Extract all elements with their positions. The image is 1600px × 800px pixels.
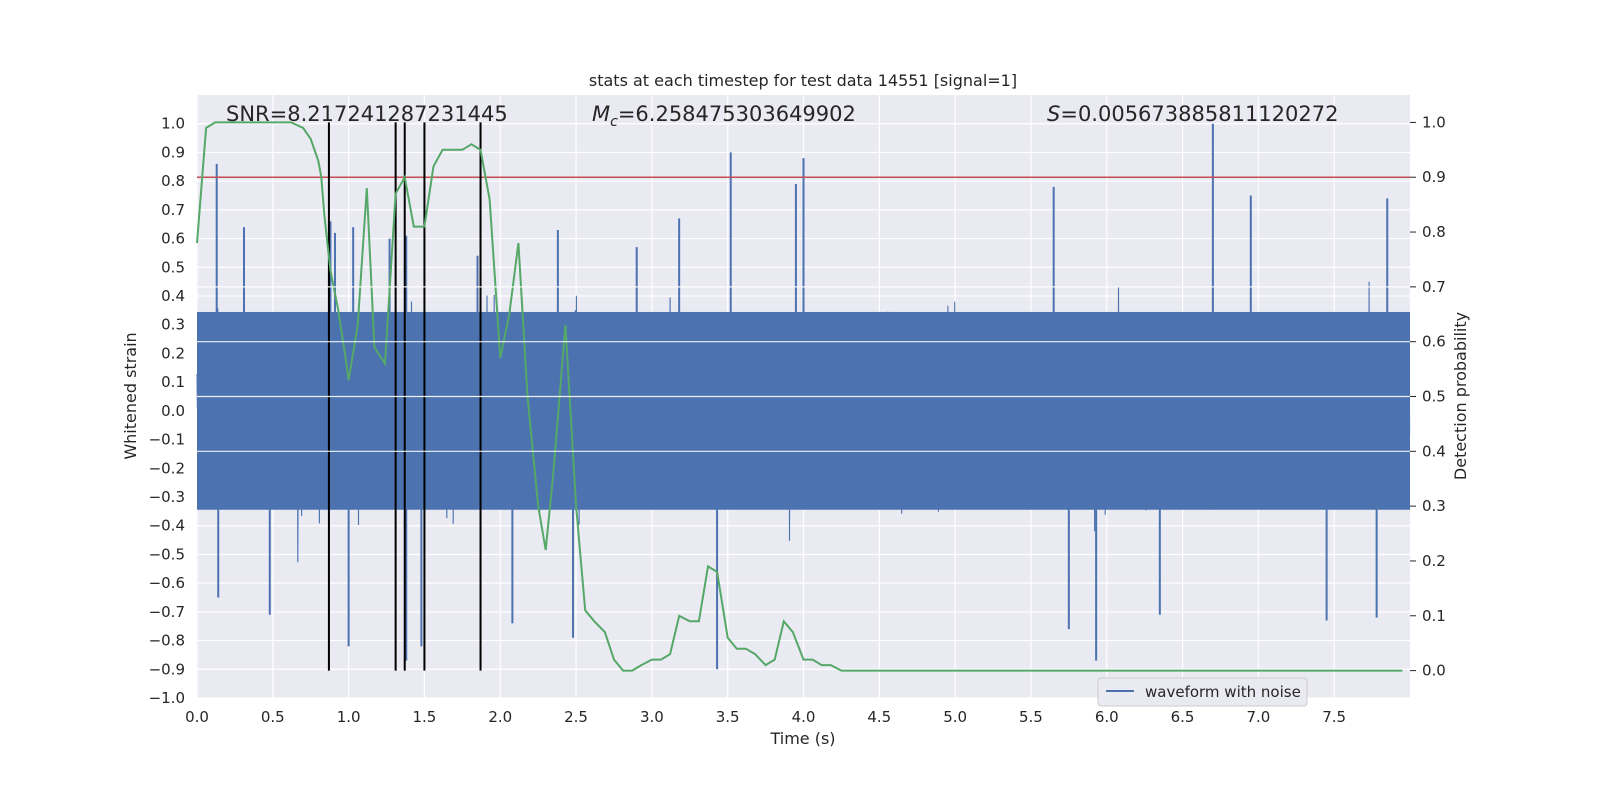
x-tick-label: 6.0 <box>1095 708 1119 726</box>
left-y-tick-label: 0.1 <box>161 373 185 391</box>
left-y-tick-label: 0.9 <box>161 143 185 161</box>
s-annotation: S=0.005673885811120272 <box>1047 102 1338 126</box>
right-y-tick-label: 0.0 <box>1422 662 1446 680</box>
right-y-tick-label: 0.5 <box>1422 388 1446 406</box>
left-y-tick-label: 0.0 <box>161 402 185 420</box>
left-y-tick-label: −0.4 <box>149 517 185 535</box>
right-y-tick-label: 0.6 <box>1422 333 1446 351</box>
left-y-tick-label: 1.0 <box>161 115 185 133</box>
chirp-mass-symbol: M <box>592 102 610 126</box>
x-tick-label: 5.5 <box>1019 708 1043 726</box>
x-tick-label: 2.0 <box>488 708 512 726</box>
right-y-tick-label: 0.3 <box>1422 497 1446 515</box>
x-tick-label: 2.5 <box>564 708 588 726</box>
left-y-tick-label: −0.1 <box>149 431 185 449</box>
x-tick-label: 4.0 <box>792 708 816 726</box>
chirp-mass-subscript: c <box>610 114 618 130</box>
ticks: 0.0 0.5 1.0 1.5 2.0 2.5 3.0 3.5 4.0 4.5 5.0 5.5 6.0 6… <box>149 113 1446 726</box>
left-y-tick-label: −0.8 <box>149 632 185 650</box>
right-y-tick-label: 0.2 <box>1422 552 1446 570</box>
x-tick-label: 6.5 <box>1171 708 1195 726</box>
left-y-tick-label: −1.0 <box>149 689 185 707</box>
x-tick-label: 1.5 <box>413 708 437 726</box>
right-y-tick-label: 1.0 <box>1422 113 1446 131</box>
left-y-tick-label: 0.5 <box>161 258 185 276</box>
x-axis-label: Time (s) <box>769 729 835 748</box>
x-tick-label: 3.5 <box>716 708 740 726</box>
x-tick-label: 1.0 <box>337 708 361 726</box>
chirp-mass-annotation: Mc=6.258475303649902 <box>592 102 856 130</box>
x-tick-label: 0.5 <box>261 708 285 726</box>
left-y-tick-label: 0.8 <box>161 172 185 190</box>
right-y-tick-label: 0.7 <box>1422 278 1446 296</box>
legend: waveform with noise <box>1097 677 1308 707</box>
left-y-tick-label: −0.9 <box>149 660 185 678</box>
left-y-tick-label: −0.3 <box>149 488 185 506</box>
right-y-tick-label: 0.8 <box>1422 223 1446 241</box>
left-y-tick-label: −0.7 <box>149 603 185 621</box>
x-tick-label: 7.5 <box>1322 708 1346 726</box>
legend-box <box>1097 677 1308 707</box>
s-value: =0.005673885811120272 <box>1060 102 1338 126</box>
x-tick-label: 5.0 <box>943 708 967 726</box>
x-tick-label: 3.0 <box>640 708 664 726</box>
chirp-mass-value: =6.258475303649902 <box>618 102 856 126</box>
right-y-tick-label: 0.1 <box>1422 607 1446 625</box>
left-y-tick-label: −0.6 <box>149 574 185 592</box>
waveform-series <box>196 123 1411 670</box>
x-tick-label: 4.5 <box>867 708 891 726</box>
left-y-tick-label: 0.6 <box>161 230 185 248</box>
left-y-tick-label: 0.4 <box>161 287 185 305</box>
right-y-axis-label: Detection probability <box>1451 312 1470 480</box>
right-y-tick-label: 0.9 <box>1422 168 1446 186</box>
x-tick-label: 7.0 <box>1246 708 1270 726</box>
chart-title: stats at each timestep for test data 145… <box>589 71 1017 90</box>
snr-annotation: SNR=8.217241287231445 <box>226 102 508 126</box>
s-symbol: S <box>1047 102 1060 126</box>
overlay-lines <box>196 121 1410 672</box>
left-y-axis-label: Whitened strain <box>121 332 140 459</box>
right-y-tick-label: 0.4 <box>1422 442 1446 460</box>
legend-label: waveform with noise <box>1145 683 1301 701</box>
x-tick-label: 0.0 <box>185 708 209 726</box>
left-y-tick-label: 0.7 <box>161 201 185 219</box>
left-y-tick-label: 0.2 <box>161 344 185 362</box>
left-y-tick-label: −0.2 <box>149 459 185 477</box>
left-y-tick-label: 0.3 <box>161 316 185 334</box>
left-y-tick-label: −0.5 <box>149 545 185 563</box>
